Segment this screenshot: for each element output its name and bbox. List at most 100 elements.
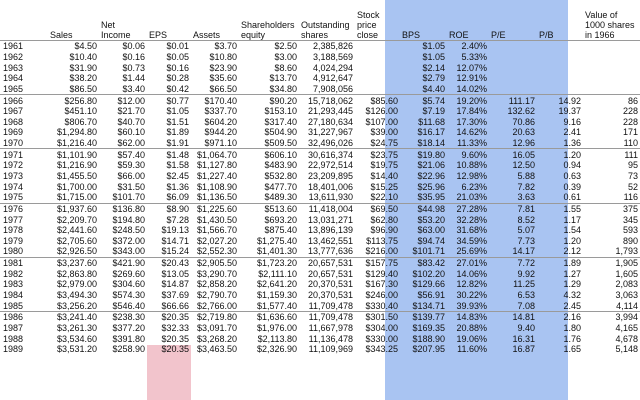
table-row: 1974 $1,700.00 $31.50 $1.36 $1,108.90 $477.70… [0,181,640,192]
cell-assets: $1,227.40 [196,171,237,181]
cell-bps: $53.20 [417,214,445,225]
cell-equity: $489.30 [264,192,297,203]
column-header-sales: Sales [50,30,73,40]
cell-sales: $2,209.70 [56,214,97,225]
cell-shares: 11,418,004 [299,202,355,215]
cell-bps: $16.17 [417,127,445,138]
cell-equity: $483.90 [264,160,297,171]
cell-bps: $101.71 [412,246,445,257]
cell-price: $246.00 [365,290,398,301]
cell-assets: $3,463.50 [196,344,237,355]
column-header-equity: Shareholders equity [241,20,295,40]
cell-pe [489,52,537,63]
cell-shares: 13,031,271 [307,214,353,225]
cell-year: 1983 [3,279,24,290]
cell-shares: 13,896,139 [307,225,353,236]
cell-pb: 1.20 [537,148,583,161]
cell-sales: $2,705.60 [56,235,97,246]
cell-net-income: $21.70 [117,106,145,117]
cell-year: 1962 [3,51,24,62]
cell-sales: $2,863.80 [56,268,97,279]
cell-pe: 12.96 [512,138,535,149]
table-row: 1976 $1,937.60 $136.80 $8.90 $1,225.60 $513.6… [0,202,640,215]
cell-roe: 17.84% [456,106,487,117]
cell-shares: 11,109,969 [308,344,353,355]
cell-sales: $3,261.30 [56,322,97,333]
cell-roe: 14.83% [447,311,489,323]
cell-sales: $2,979.00 [56,279,97,290]
cell-year: 1988 [3,333,24,344]
cell-value1000 [583,52,640,63]
cell-net-income: $31.50 [117,181,145,192]
column-header-net-income: Net Income [101,20,131,40]
cell-year: 1975 [3,192,24,203]
financial-table: Sales Net Income EPS Assets Shareholders equ… [0,10,640,355]
cell-value1000: 110 [623,138,638,149]
cell-pe: 16.05 [489,148,537,161]
cell-year: 1961 [0,39,48,52]
cell-sales: $4.50 [48,39,99,52]
cell-net-income: $40.70 [117,116,145,127]
column-header-value1000: Value of 1000 shares in 1966 [585,10,635,40]
cell-year: 1984 [3,290,24,301]
cell-sales: $3,241.40 [48,311,99,323]
cell-value1000 [583,62,640,73]
cell-net-income: $194.80 [112,214,145,225]
cell-price: $14.40 [370,171,398,181]
cell-assets: $1,127.80 [196,160,237,171]
table-row: 1970 $1,216.40 $62.00 $1.91 $971.10 $509.50 32… [0,138,640,149]
column-header-pb: P/B [539,30,554,40]
cell-assets: $1,566.70 [196,225,237,236]
cell-sales: $3,531.20 [56,344,97,355]
cell-equity: $509.50 [264,138,297,149]
cell-net-income: $62.00 [117,138,145,149]
cell-shares: 27,180,634 [307,116,353,127]
cell-shares: 11,136,478 [308,333,353,344]
cell-price: $126.00 [365,106,398,117]
cell-roe: 34.59% [456,235,487,246]
cell-equity: $2,326.90 [256,344,297,355]
cell-roe: 31.68% [456,225,487,236]
cell-net-income: $391.80 [112,333,145,344]
cell-shares: 2,385,826 [299,39,355,52]
cell-roe: 30.22% [456,290,487,301]
cell-net-income: $372.00 [112,235,145,246]
cell-pb: 0.63 [563,171,581,181]
cell-assets: $3,268.20 [196,333,237,344]
cell-sales: $2,926.50 [56,246,97,257]
cell-eps: $15.24 [161,246,189,257]
cell-roe: 14.06% [456,268,487,279]
cell-pe: 12.50 [512,160,535,171]
cell-bps: $1.05 [422,51,445,62]
cell-year: 1985 [3,300,24,311]
cell-equity: $606.10 [239,148,299,161]
cell-roe: 11.33% [457,138,487,149]
column-header-roe: ROE [449,30,469,40]
cell-pe: 5.07 [517,225,535,236]
cell-equity: $90.20 [239,94,299,106]
cell-assets: $1,430.50 [196,214,237,225]
cell-bps: $1.05 [400,39,447,52]
cell-pb: 2.45 [563,300,581,311]
cell-sales: $3,237.60 [48,256,99,269]
cell-roe: 14.02% [456,83,487,94]
cell-pb: 9.16 [563,116,581,127]
cell-price: $24.75 [370,138,398,149]
cell-bps: $83.42 [400,256,447,269]
cell-bps: $35.95 [417,192,445,203]
cell-year: 1970 [3,138,24,149]
cell-year: 1977 [3,214,24,225]
table-row: 1961 $4.50 $0.06 $0.01 $3.70 $2.50 2,385,826 $1… [0,39,640,52]
cell-value1000: 116 [623,192,638,203]
cell-net-income: $66.00 [117,171,145,181]
cell-net-income: $0.16 [122,51,145,62]
cell-eps: $1.91 [166,138,189,149]
cell-shares: 20,657,531 [307,268,353,279]
cell-bps: $19.80 [400,148,447,161]
cell-sales: $38.20 [69,73,97,84]
cell-value1000: 4,114 [616,300,638,311]
cell-roe: 12.98% [456,171,487,181]
cell-sales: $1,937.60 [48,202,99,215]
cell-roe: 21.03% [456,192,487,203]
cell-bps: $4.40 [422,83,445,94]
